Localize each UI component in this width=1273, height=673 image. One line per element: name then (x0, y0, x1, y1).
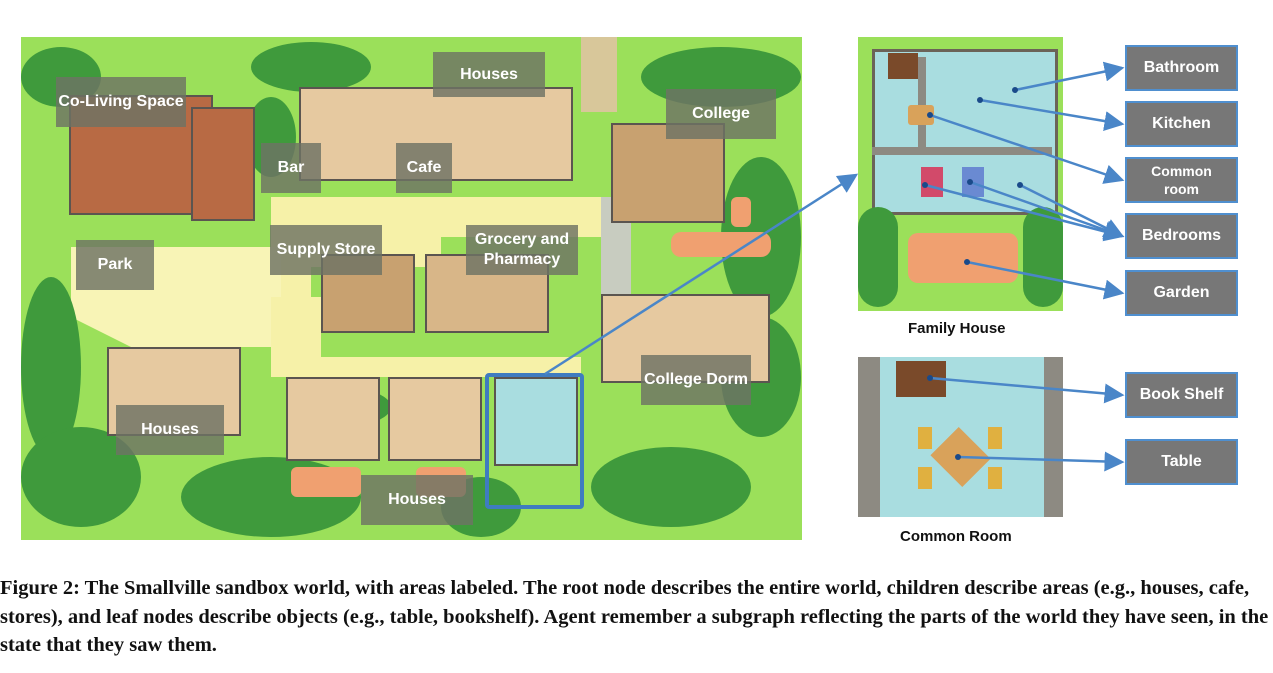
chair-icon (918, 427, 932, 449)
arrow-garden (966, 260, 1125, 300)
family-house-inset (858, 37, 1063, 311)
area-label-coliving: Co-Living Space (56, 77, 186, 127)
common-room-title: Common Room (900, 528, 1012, 545)
arrow-kitchen (979, 98, 1125, 131)
table-icon (908, 105, 934, 125)
area-label-houses-bottom: Houses (361, 475, 473, 525)
area-label-houses-left: Houses (116, 405, 224, 455)
family-house-highlight (485, 373, 584, 509)
arrow-bedrooms-1 (924, 183, 1125, 242)
common-room-inset (858, 357, 1063, 517)
object-label-bedrooms: Bedrooms (1125, 213, 1238, 259)
wall (872, 147, 1052, 155)
smallville-map: Co-Living Space Houses College Bar Cafe … (21, 37, 802, 540)
house-bottom-3 (494, 377, 578, 466)
zoom-arrow (544, 173, 859, 376)
wall (858, 357, 880, 517)
college-building (611, 123, 725, 223)
object-label-book-shelf: Book Shelf (1125, 372, 1238, 418)
arrow-bedrooms-3 (1019, 183, 1125, 238)
family-house-title: Family House (908, 320, 1006, 337)
object-label-garden: Garden (1125, 270, 1238, 316)
arrow-table (957, 451, 1125, 472)
house-bottom-1 (286, 377, 380, 461)
arrow-bedrooms-2 (969, 180, 1125, 240)
area-label-bar: Bar (261, 143, 321, 193)
area-label-grocery: Grocery and Pharmacy (466, 225, 578, 275)
wall (918, 57, 926, 147)
bookshelf-icon (888, 53, 918, 79)
arrow-common-room (929, 113, 1125, 184)
area-label-supply-store: Supply Store (270, 225, 382, 275)
trees (1023, 207, 1063, 307)
arrow-book-shelf (929, 376, 1125, 404)
chair-icon (988, 427, 1002, 449)
area-label-cafe: Cafe (396, 143, 452, 193)
object-label-common-room: Common room (1125, 157, 1238, 203)
arrow-bathroom (1014, 61, 1125, 92)
area-label-houses-top: Houses (433, 52, 545, 97)
wall (1044, 357, 1063, 517)
object-label-table: Table (1125, 439, 1238, 485)
figure-caption: Figure 2: The Smallville sandbox world, … (0, 577, 1269, 656)
area-label-park: Park (76, 240, 154, 290)
object-label-bathroom: Bathroom (1125, 45, 1238, 91)
object-label-kitchen: Kitchen (1125, 101, 1238, 147)
coliving-annex (191, 107, 255, 221)
area-label-college: College (666, 89, 776, 139)
area-label-college-dorm: College Dorm (641, 355, 751, 405)
garden-plot (908, 233, 1018, 283)
house-bottom-2 (388, 377, 482, 461)
trees (858, 207, 898, 307)
chair-icon (988, 467, 1002, 489)
chair-icon (918, 467, 932, 489)
